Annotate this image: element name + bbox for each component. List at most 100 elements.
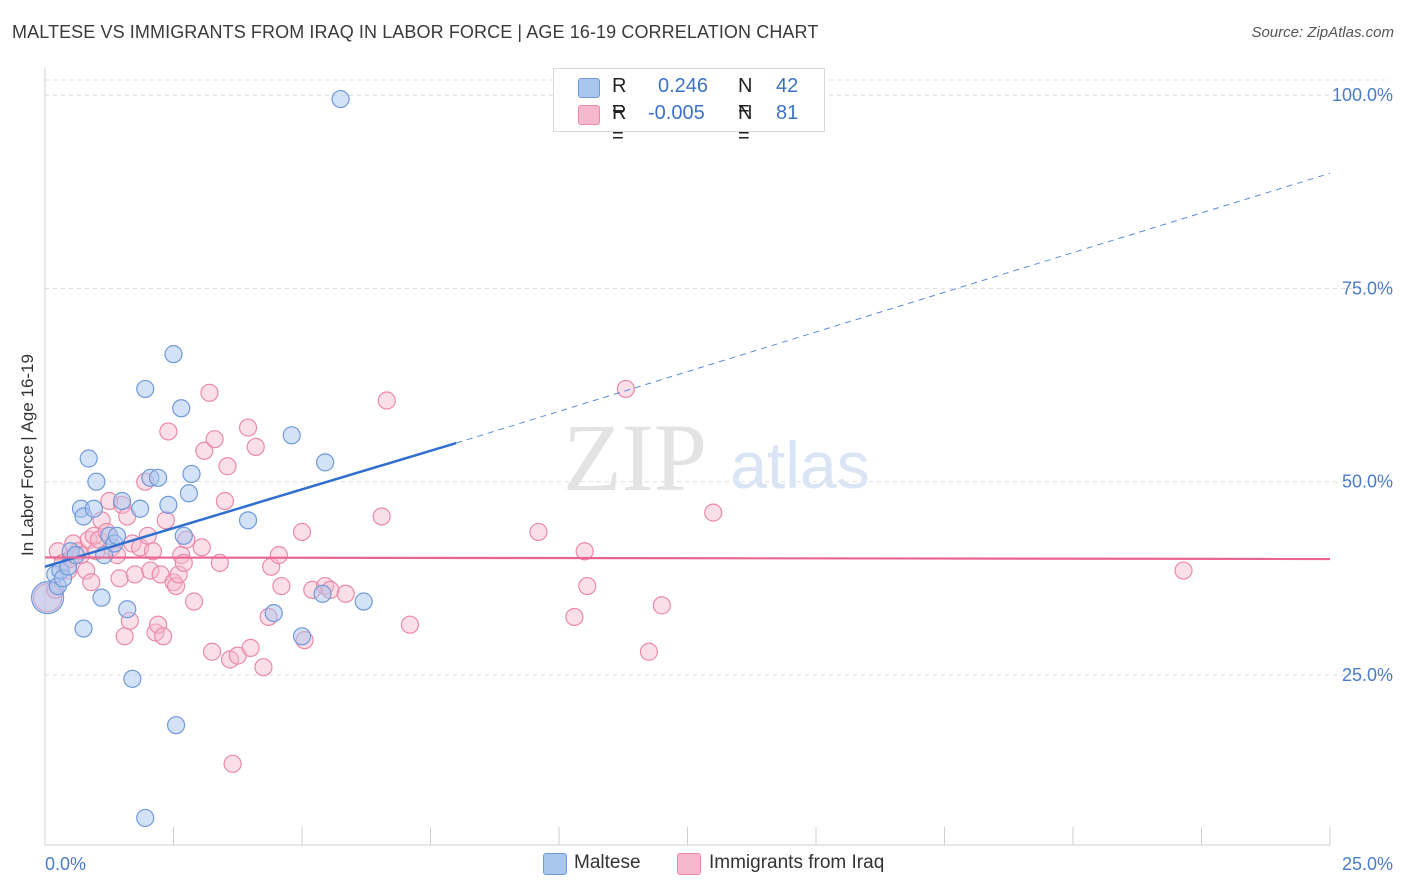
maltese-point: [74, 619, 93, 638]
iraq-point: [372, 507, 391, 526]
iraq-swatch: [578, 105, 600, 125]
source-label: Source: ZipAtlas.com: [1251, 24, 1394, 41]
maltese-point: [166, 716, 186, 735]
iraq-point: [529, 522, 548, 542]
maltese-point: [164, 345, 183, 364]
iraq-point: [166, 576, 186, 596]
iraq-point: [223, 754, 242, 773]
maltese-point: [179, 484, 199, 503]
iraq-point: [639, 642, 659, 661]
maltese-point: [112, 491, 132, 511]
iraq-legend-swatch: [677, 853, 701, 875]
iraq-point: [215, 491, 234, 511]
maltese-point: [130, 499, 150, 518]
maltese-point: [292, 627, 312, 646]
maltese-point: [174, 526, 193, 545]
legend-r-value: 0.246: [658, 75, 709, 97]
trend-lines: [44, 172, 1331, 568]
legend-n-value: 81: [776, 102, 799, 124]
iraq-point: [272, 576, 291, 596]
iraq-point: [218, 457, 237, 476]
watermark-zip: ZIP: [563, 404, 707, 511]
maltese-point: [92, 588, 111, 607]
watermark-atlas: atlas: [730, 428, 869, 502]
legend-n-label: N =: [738, 102, 753, 147]
iraq-point: [377, 391, 396, 410]
iraq-point: [184, 592, 204, 611]
maltese-point: [107, 526, 127, 545]
maltese-legend-swatch: [543, 853, 567, 875]
y-tick-label: 50.0%: [1342, 472, 1393, 492]
maltese-point: [238, 511, 258, 530]
iraq-point: [704, 503, 723, 522]
grid-lines: [45, 79, 1390, 676]
iraq-point: [125, 565, 145, 584]
legend-r-value: -0.005: [648, 102, 705, 124]
iraq-point: [565, 607, 584, 627]
iraq-point: [1174, 561, 1193, 580]
iraq-point: [148, 615, 168, 634]
maltese-point: [87, 472, 106, 491]
legend-r-label: R =: [612, 102, 627, 147]
iraq-point: [115, 627, 134, 646]
x-tick-label: 0.0%: [45, 854, 86, 874]
iraq-point: [336, 584, 355, 603]
series-legend: Maltese Immigrants from Iraq: [0, 852, 1406, 878]
iraq-point: [400, 615, 420, 634]
iraq-point: [143, 542, 163, 561]
iraq-point: [169, 565, 188, 584]
maltese-trend-line: [44, 441, 457, 568]
iraq-point: [578, 576, 597, 596]
watermark: ZIP atlas: [563, 404, 870, 511]
iraq-point: [269, 546, 288, 565]
maltese-point: [148, 468, 168, 487]
iraq-point: [205, 430, 224, 449]
iraq-point: [254, 658, 273, 677]
iraq-trend-line: [44, 556, 1331, 561]
iraq-point: [159, 422, 178, 441]
maltese-point: [136, 379, 155, 399]
iraq-point: [575, 542, 594, 561]
maltese-point: [123, 669, 142, 688]
y-tick-label: 25.0%: [1342, 665, 1393, 685]
chart-title: MALTESE VS IMMIGRANTS FROM IRAQ IN LABOR…: [12, 22, 819, 42]
maltese-point: [136, 808, 155, 828]
maltese-point: [264, 603, 283, 623]
legend-n-label: N =: [738, 75, 753, 120]
maltese-point: [118, 600, 137, 619]
iraq-point: [141, 561, 160, 580]
legend-n-value: 42: [776, 75, 799, 97]
iraq-point: [238, 418, 258, 437]
iraq-point: [616, 379, 635, 399]
iraq-point: [82, 573, 101, 592]
iraq-point: [110, 569, 129, 588]
axes: [44, 68, 1331, 846]
maltese-trend-extension: [456, 172, 1331, 444]
iraq-point: [192, 538, 211, 557]
iraq-point: [241, 638, 260, 657]
iraq-point: [195, 441, 214, 460]
maltese-point: [172, 399, 191, 418]
y-tick-label: 100.0%: [1332, 85, 1393, 105]
iraq-point: [77, 561, 96, 580]
maltese-point: [331, 89, 350, 109]
iraq-point: [652, 596, 671, 615]
y-tick-label: 75.0%: [1342, 278, 1393, 298]
tick-labels: 25.0% 50.0% 75.0% 100.0% 0.0% 25.0%: [45, 85, 1393, 874]
maltese-point: [159, 495, 178, 514]
maltese-point: [282, 426, 301, 445]
maltese-point: [313, 584, 332, 603]
iraq-point: [246, 437, 265, 457]
iraq-point: [154, 627, 173, 646]
iraq-point: [202, 642, 222, 661]
maltese-swatch: [578, 78, 600, 98]
maltese-point: [84, 499, 103, 518]
maltese-legend-label: Maltese: [574, 852, 641, 873]
maltese-point: [354, 592, 373, 611]
maltese-point: [182, 464, 201, 484]
maltese-point: [316, 453, 335, 472]
iraq-point: [292, 522, 312, 542]
x-tick-label: 25.0%: [1342, 854, 1393, 874]
correlation-legend: R = 0.246 N = 42 R = -0.005 N = 81: [553, 68, 825, 147]
